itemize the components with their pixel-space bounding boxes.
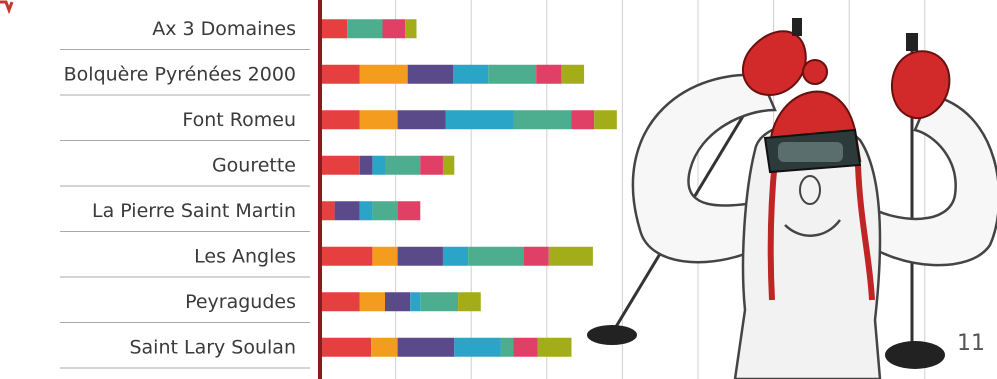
- bar-segment: [397, 201, 421, 221]
- bar-segment: [322, 292, 360, 312]
- bar-segment: [372, 246, 398, 266]
- bar-segment: [488, 64, 537, 84]
- bar-segment: [397, 110, 446, 130]
- category-label: Les Angles: [194, 245, 296, 267]
- bar-segment: [458, 292, 481, 312]
- category-label: Peyragudes: [185, 291, 296, 313]
- bar-segment: [359, 110, 398, 130]
- category-label: Bolquère Pyrénées 2000: [64, 63, 296, 85]
- bars: [322, 19, 617, 357]
- bar-segment: [385, 292, 411, 312]
- bar-segment: [359, 155, 373, 175]
- page-number: 11: [957, 331, 985, 356]
- bar-segment: [468, 246, 524, 266]
- bar-segment: [445, 110, 514, 130]
- bar-segment: [537, 337, 572, 357]
- bar-segment: [548, 246, 593, 266]
- category-label: Ax 3 Domaines: [152, 18, 296, 40]
- skier-illustration: [587, 18, 997, 379]
- left-pole-grip: [792, 18, 802, 36]
- right-glove: [890, 50, 951, 120]
- bar-segment: [322, 110, 360, 130]
- bar-segment: [322, 337, 372, 357]
- bar-segment: [322, 246, 373, 266]
- cropped-heading-fragment: [0, 0, 14, 15]
- bar-segment: [420, 155, 443, 175]
- bar-segment: [407, 64, 454, 84]
- bar-segment: [359, 64, 408, 84]
- bar-segment: [513, 337, 538, 357]
- left-braid: [767, 159, 778, 301]
- bar-segment: [322, 64, 360, 84]
- bar-segment: [372, 155, 385, 175]
- bar-segment: [410, 292, 421, 312]
- right-pole-grip: [906, 33, 918, 51]
- bar-segment: [359, 292, 385, 312]
- bar-segment: [385, 155, 421, 175]
- bar-segment: [334, 201, 360, 221]
- bar-segment: [500, 337, 514, 357]
- bar-segment: [594, 110, 617, 130]
- left-pole-basket: [587, 325, 637, 345]
- hat-pompom: [802, 59, 828, 85]
- bar-segment: [523, 246, 549, 266]
- bar-segment: [536, 64, 562, 84]
- bar-segment: [382, 19, 406, 39]
- mouth: [784, 219, 841, 237]
- bar-segment: [322, 19, 348, 39]
- bar-segment: [322, 201, 335, 221]
- bar-segment: [372, 201, 398, 221]
- right-pole-basket: [885, 341, 945, 369]
- bar-segment: [405, 19, 417, 39]
- bar-segment: [453, 64, 489, 84]
- bar-segment: [347, 19, 383, 39]
- goggles-lens: [778, 142, 843, 162]
- bar-segment: [513, 110, 572, 130]
- bar-segment: [442, 155, 455, 175]
- row-separators: [60, 49, 310, 369]
- bar-segment: [359, 201, 373, 221]
- category-label: La Pierre Saint Martin: [92, 200, 296, 222]
- bar-segment: [561, 64, 585, 84]
- bar-segment: [397, 246, 443, 266]
- right-braid: [855, 164, 875, 301]
- bar-segment: [442, 246, 469, 266]
- bar-segment: [454, 337, 501, 357]
- category-labels: Ax 3 Domaines Bolquère Pyrénées 2000 Font …: [64, 18, 296, 359]
- nose: [799, 175, 821, 205]
- bar-segment: [322, 155, 360, 175]
- bar-segment: [371, 337, 398, 357]
- category-label: Saint Lary Soulan: [129, 336, 296, 358]
- bar-segment: [571, 110, 595, 130]
- left-glove: [741, 30, 807, 97]
- category-label: Font Romeu: [182, 109, 296, 131]
- bar-segment: [420, 292, 459, 312]
- category-label: Gourette: [212, 154, 296, 176]
- bar-segment: [397, 337, 455, 357]
